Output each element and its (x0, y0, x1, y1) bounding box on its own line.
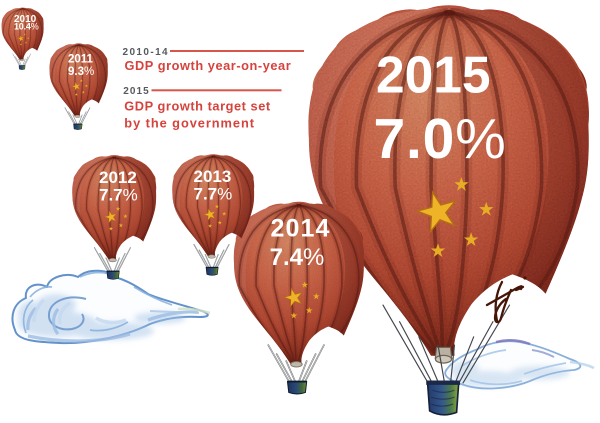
svg-text:2014: 2014 (271, 215, 331, 243)
svg-text:2010-14: 2010-14 (123, 47, 170, 58)
svg-text:2013: 2013 (194, 167, 232, 186)
svg-text:7.4%: 7.4% (270, 244, 325, 271)
svg-text:7.7%: 7.7% (194, 184, 233, 203)
svg-text:7.7%: 7.7% (99, 185, 138, 204)
svg-text:2011: 2011 (68, 54, 94, 66)
svg-text:GDP growth target set: GDP growth target set (124, 98, 271, 113)
svg-text:10.4%: 10.4% (14, 22, 39, 32)
svg-text:2015: 2015 (123, 86, 149, 97)
svg-text:2010: 2010 (14, 14, 37, 25)
svg-text:7.0%: 7.0% (374, 107, 507, 171)
svg-text:GDP growth year-on-year: GDP growth year-on-year (125, 58, 292, 73)
svg-text:2015: 2015 (376, 46, 491, 104)
svg-text:2012: 2012 (99, 168, 137, 187)
svg-text:by the government: by the government (124, 115, 255, 130)
svg-text:9.3%: 9.3% (68, 66, 94, 78)
